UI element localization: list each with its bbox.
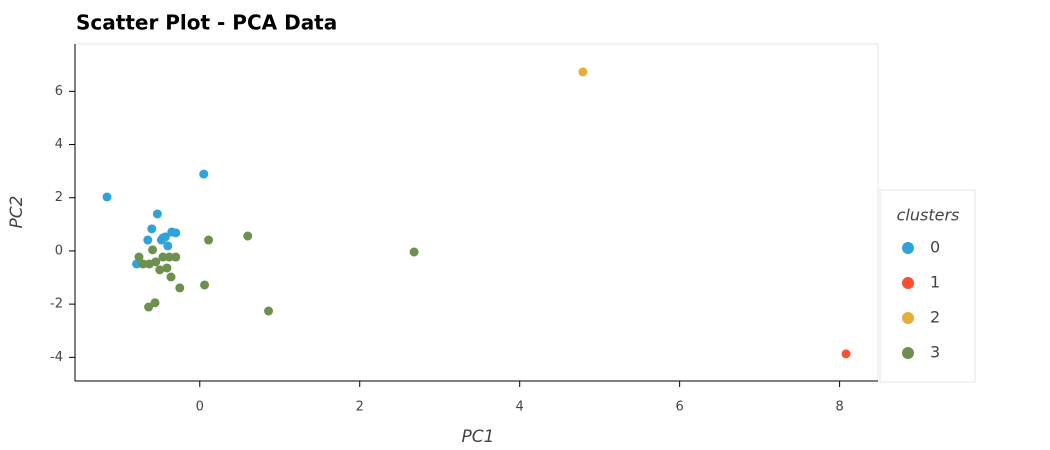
legend-label: 1 — [930, 273, 940, 292]
point — [132, 259, 142, 269]
point — [102, 192, 112, 202]
point — [199, 169, 209, 179]
y-tick-label: 0 — [55, 243, 63, 258]
legend-swatch — [902, 242, 914, 254]
point — [409, 247, 419, 257]
point — [156, 235, 166, 245]
point — [171, 228, 181, 238]
point — [578, 67, 588, 77]
y-tick-label: 2 — [55, 190, 63, 205]
x-tick-label: 2 — [356, 400, 364, 415]
y-axis-label: PC2 — [7, 196, 27, 229]
point — [152, 209, 162, 219]
x-tick-label: 4 — [516, 400, 524, 415]
plot-frame — [74, 43, 879, 382]
y-tick-label: -2 — [50, 297, 63, 312]
point — [134, 252, 144, 262]
point — [171, 252, 181, 262]
point — [200, 280, 210, 290]
x-axis-label: PC1 — [462, 427, 495, 447]
x-tick-label: 0 — [196, 400, 204, 415]
point — [144, 302, 154, 312]
legend-swatch — [902, 277, 914, 289]
point — [204, 235, 214, 245]
point — [150, 298, 160, 308]
point — [264, 306, 274, 316]
point — [166, 272, 176, 282]
point — [148, 245, 158, 255]
legend-swatch — [902, 347, 914, 359]
chart-title: Scatter Plot - PCA Data — [76, 11, 337, 35]
point — [155, 265, 165, 275]
point — [163, 241, 173, 251]
point — [158, 252, 168, 262]
point — [138, 259, 148, 269]
legend-box — [879, 189, 976, 383]
y-tick-label: -4 — [50, 350, 63, 365]
legend-title: clusters — [897, 206, 960, 225]
point — [151, 257, 161, 267]
legend-swatch — [902, 312, 914, 324]
legend-label: 0 — [930, 238, 940, 257]
point — [841, 349, 851, 359]
point — [164, 252, 174, 262]
point — [243, 231, 253, 241]
x-tick-label: 6 — [676, 400, 684, 415]
legend-label: 3 — [930, 343, 940, 362]
y-tick-label: 6 — [55, 84, 63, 99]
x-tick-label: 8 — [835, 400, 843, 415]
point — [175, 283, 185, 293]
y-tick-label: 4 — [55, 137, 63, 152]
point — [147, 224, 157, 234]
point — [143, 235, 153, 245]
point — [162, 263, 172, 273]
legend-label: 2 — [930, 308, 940, 327]
